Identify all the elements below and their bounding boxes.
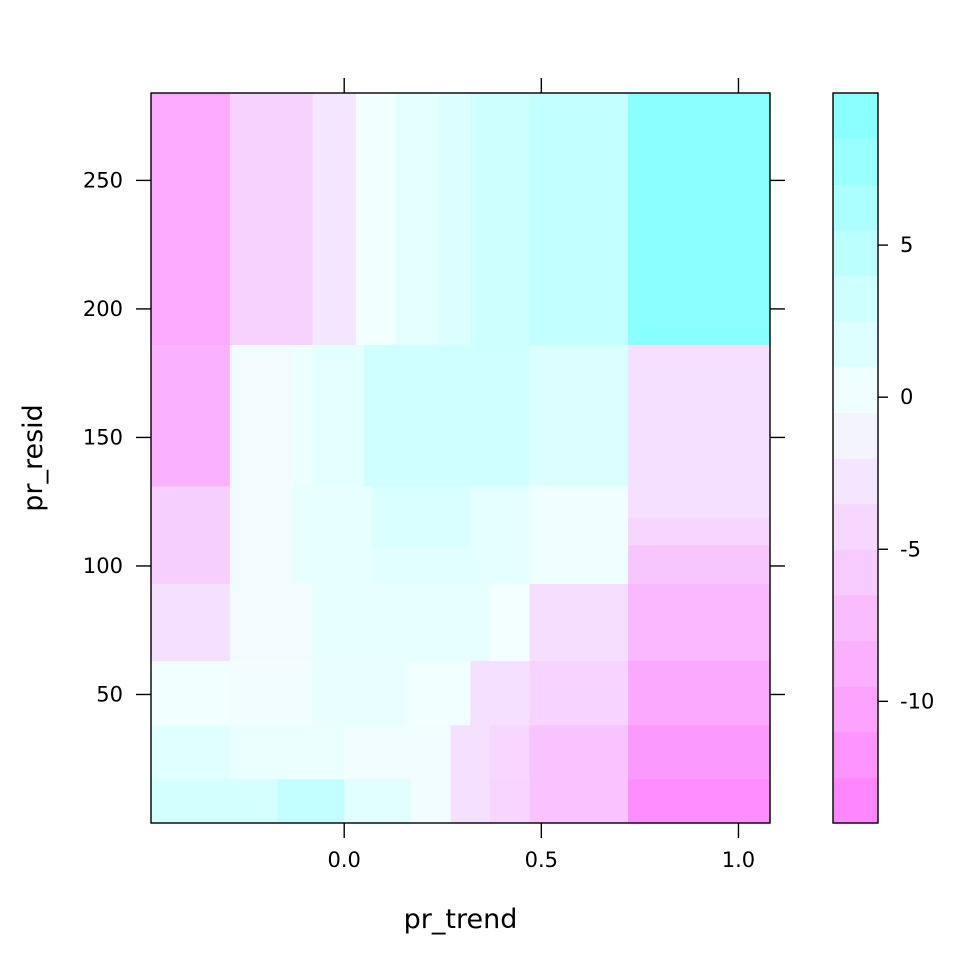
heatmap-cell (529, 661, 629, 726)
heatmap-cell (229, 486, 294, 585)
heatmap-cell (151, 779, 278, 824)
y-tick-label: 100 (83, 554, 123, 578)
y-tick-label: 250 (83, 168, 123, 192)
heatmap-cell (628, 583, 771, 662)
heatmap-cell (151, 344, 231, 487)
axis-ticks: 0.0 0.5 1.0 50 100 150 200 250 (83, 78, 785, 872)
colorbar-tick-label: 0 (900, 385, 913, 409)
colorbar-swatch (833, 321, 878, 368)
colorbar-swatch (833, 777, 878, 824)
x-tick-label: 1.0 (722, 848, 755, 872)
heatmap-cell (628, 725, 771, 780)
heatmap-cell (529, 779, 629, 824)
colorbar-swatch (833, 458, 878, 505)
heatmap-cell (450, 779, 491, 824)
heatmap-cell (529, 725, 629, 780)
colorbar-tick-label: 5 (900, 233, 913, 257)
heatmap-cell (438, 93, 471, 346)
heatmap-cell (628, 779, 771, 824)
colorbar-swatch (833, 412, 878, 459)
heatmap-cell (312, 661, 408, 726)
x-axis-title: pr_trend (404, 904, 518, 935)
heatmap-cell (529, 583, 629, 662)
colorbar: 5 0 -5 -10 (832, 92, 934, 824)
heatmap-cell (312, 583, 491, 662)
heatmap-cell (490, 725, 531, 780)
heatmap-cell (312, 344, 365, 487)
heatmap-cell (356, 93, 397, 346)
colorbar-swatch (833, 549, 878, 596)
heatmap-cell (628, 344, 771, 487)
heatmap-cell (277, 779, 345, 824)
plot-frame (150, 92, 771, 824)
heatmap-cell (628, 517, 771, 546)
heatmap-cell (490, 779, 531, 824)
heatmap-cells (151, 93, 771, 824)
y-tick-label: 50 (96, 682, 123, 706)
heatmap-cell (450, 725, 491, 780)
colorbar-swatch (833, 731, 878, 778)
y-tick-label: 200 (83, 297, 123, 321)
colorbar-tick-label: -5 (900, 537, 921, 561)
heatmap-cell (529, 93, 629, 346)
heatmap-cell (628, 93, 771, 346)
heatmap-cell (470, 661, 531, 726)
heatmap-cell (407, 661, 471, 726)
heatmap-cell (151, 725, 231, 780)
heatmap-cell (529, 344, 629, 487)
heatmap-cell (628, 486, 771, 518)
heatmap-cell (229, 725, 345, 780)
colorbar-swatch (833, 275, 878, 322)
colorbar-swatch (833, 229, 878, 277)
heatmap-cell (292, 486, 373, 585)
heatmap-cell (628, 545, 771, 585)
heatmap-cell (229, 661, 314, 726)
colorbar-swatch (833, 93, 878, 140)
heatmap-cell (229, 583, 314, 662)
x-tick-label: 0.5 (525, 848, 558, 872)
heatmap-cell (411, 779, 452, 824)
heatmap-cell (470, 93, 531, 346)
heatmap-cell (470, 486, 531, 585)
colorbar-tick-label: -10 (900, 689, 934, 713)
heatmap-cell (344, 779, 412, 824)
colorbar-swatch (833, 686, 878, 733)
heatmap-cell (292, 344, 314, 487)
heatmap-cell (151, 583, 231, 662)
heatmap-cell (151, 661, 231, 726)
heatmap-cell (529, 486, 629, 585)
heatmap-cell (395, 93, 440, 346)
heatmap-cell (371, 486, 471, 549)
y-tick-label: 150 (83, 425, 123, 449)
heatmap-cell (628, 661, 771, 726)
colorbar-swatch (833, 640, 878, 687)
colorbar-swatch (833, 184, 878, 231)
heatmap-cell (490, 583, 531, 662)
colorbar-swatch (833, 594, 878, 642)
colorbar-swatch (833, 366, 878, 413)
heatmap-cell (312, 93, 357, 346)
heatmap-cell (371, 547, 471, 585)
colorbar-frame (832, 92, 879, 824)
colorbar-swatch (833, 138, 878, 185)
heatmap-cell (229, 93, 314, 346)
heatmap-cell (229, 344, 294, 487)
heatmap-cell (151, 486, 231, 585)
heatmap-cell (344, 725, 452, 780)
heatmap-cell (363, 344, 531, 487)
y-axis-title: pr_resid (18, 404, 49, 512)
heatmap-cell (151, 93, 231, 346)
x-tick-label: 0.0 (327, 848, 360, 872)
colorbar-swatch (833, 503, 878, 550)
